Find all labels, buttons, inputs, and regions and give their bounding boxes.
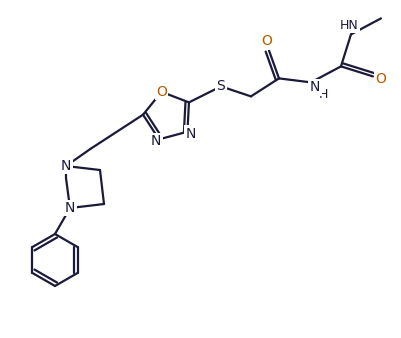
Text: N: N xyxy=(309,80,319,94)
Text: H: H xyxy=(318,88,327,101)
Text: O: O xyxy=(375,72,385,87)
Text: S: S xyxy=(216,79,225,93)
Text: O: O xyxy=(156,85,166,99)
Text: HN: HN xyxy=(339,19,357,32)
Text: N: N xyxy=(61,159,71,173)
Text: N: N xyxy=(185,127,195,141)
Text: N: N xyxy=(65,201,75,215)
Text: N: N xyxy=(150,134,161,148)
Text: O: O xyxy=(261,34,272,48)
